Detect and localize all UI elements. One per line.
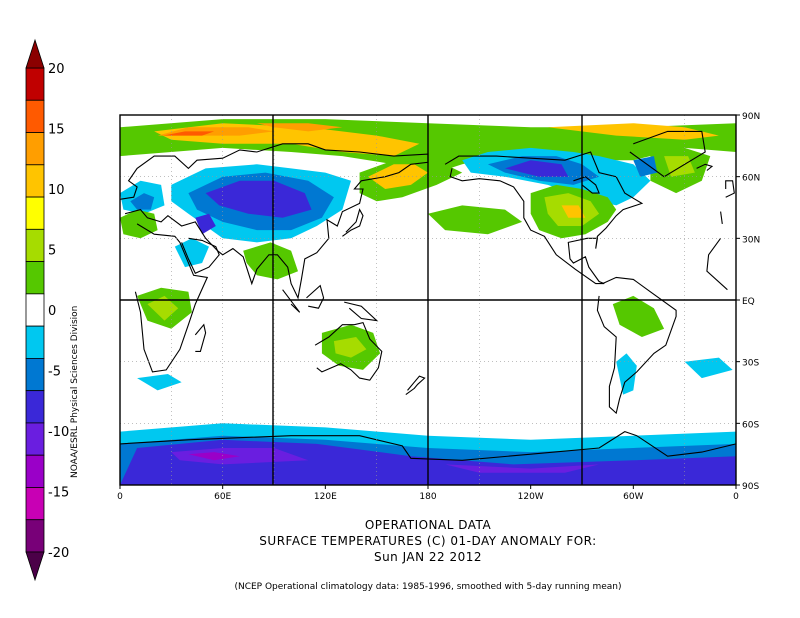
longitude-label: 0 (733, 492, 739, 502)
coastline (306, 284, 325, 309)
color-scale-swatch (25, 293, 45, 327)
color-scale-top-arrow (25, 38, 45, 69)
coastline (596, 276, 677, 415)
longitude-label: 180 (419, 492, 436, 502)
latitude-label: 60S (742, 420, 759, 430)
color-scale-swatch (25, 99, 45, 133)
coastline (134, 223, 209, 373)
color-scale-swatch (25, 164, 45, 198)
coastline (573, 176, 600, 194)
anomaly-region (188, 452, 240, 461)
coastlines (119, 130, 737, 461)
latitude-label: 90N (742, 112, 760, 122)
color-scale-label: 5 (48, 244, 56, 259)
solid-gridlines (120, 115, 736, 485)
anomaly-region (256, 123, 343, 132)
latitude-label: 60N (742, 174, 760, 184)
coastline (720, 211, 723, 224)
color-scale-swatch (25, 228, 45, 262)
color-scale-label: -5 (48, 365, 61, 380)
color-scale-swatch (25, 487, 45, 521)
color-scale-swatch (25, 519, 45, 553)
longitude-label: 60E (214, 492, 231, 502)
coastline (706, 237, 728, 291)
color-scale-swatch (25, 390, 45, 424)
color-scale-label: 20 (48, 62, 65, 77)
anomaly-region (445, 464, 600, 473)
longitude-label: 120E (314, 492, 337, 502)
latitude-label: 90S (742, 482, 759, 492)
longitude-label: 120W (518, 492, 544, 502)
latitude-label: 30S (742, 359, 759, 369)
color-scale-bar (25, 38, 45, 582)
coastline (696, 163, 714, 171)
anomaly-region (147, 295, 179, 321)
coastline (725, 180, 735, 198)
caption-line-2: SURFACE TEMPERATURES (C) 01-DAY ANOMALY … (259, 534, 597, 548)
color-scale-swatch (25, 422, 45, 456)
color-scale-label: -10 (48, 425, 69, 440)
color-scale-label: -15 (48, 486, 69, 501)
anomaly-region (505, 160, 569, 177)
coastline (119, 143, 429, 300)
caption-line-3: Sun JAN 22 2012 (373, 550, 483, 564)
color-scale-label: 10 (48, 183, 65, 198)
color-scale-labels: 20 15 10 5 0 -5 -10 -15 -20 (48, 62, 69, 561)
anomaly-region (162, 131, 215, 136)
anomaly-region (368, 164, 428, 189)
color-scale-swatch (25, 67, 45, 101)
coastline (181, 237, 220, 275)
anomaly-region (205, 180, 312, 218)
coastline (405, 375, 426, 396)
coastline (629, 130, 706, 178)
anomaly-region (561, 205, 586, 218)
anomaly-region (130, 193, 155, 210)
coastline (119, 430, 737, 461)
latitude-axis: 90N 60N 30N EQ 30S 60S 90S (736, 112, 760, 492)
anomaly-region (547, 123, 719, 140)
longitude-axis: 0 60E 120E 180 120W 60W 0 (117, 485, 739, 502)
longitude-label: 0 (117, 492, 123, 502)
color-scale-label: 0 (48, 304, 56, 319)
map-panel (119, 114, 737, 486)
longitude-label: 60W (623, 492, 643, 502)
color-scale-label: 15 (48, 123, 65, 138)
footnote: (NCEP Operational climatology data: 1985… (234, 582, 622, 592)
color-scale-swatch (25, 325, 45, 359)
color-scale-swatch (25, 261, 45, 295)
coastline (342, 208, 364, 237)
anomaly-region (684, 357, 733, 379)
color-scale-swatch (25, 132, 45, 166)
color-scale-swatch (25, 357, 45, 392)
coastline (444, 151, 644, 285)
coastline (344, 301, 379, 322)
anomaly-region (633, 156, 658, 177)
anomaly-region (137, 374, 182, 391)
anomaly-region (616, 353, 637, 395)
anomaly-region (333, 337, 367, 358)
coastline (282, 289, 301, 313)
latitude-label: 30N (742, 235, 760, 245)
color-scale-label: -20 (48, 546, 69, 561)
coastline (194, 323, 207, 352)
latitude-label: EQ (742, 297, 755, 307)
color-scale-swatch (25, 454, 45, 488)
coastline (314, 321, 383, 381)
color-scale-bottom-arrow (25, 551, 45, 582)
color-scale-swatch (25, 196, 45, 230)
anomaly-region (612, 295, 665, 337)
caption-line-1: OPERATIONAL DATA (364, 518, 492, 532)
credit-label: NOAA/ESRL Physical Sciences Division (70, 305, 80, 478)
anomaly-region (428, 205, 523, 235)
